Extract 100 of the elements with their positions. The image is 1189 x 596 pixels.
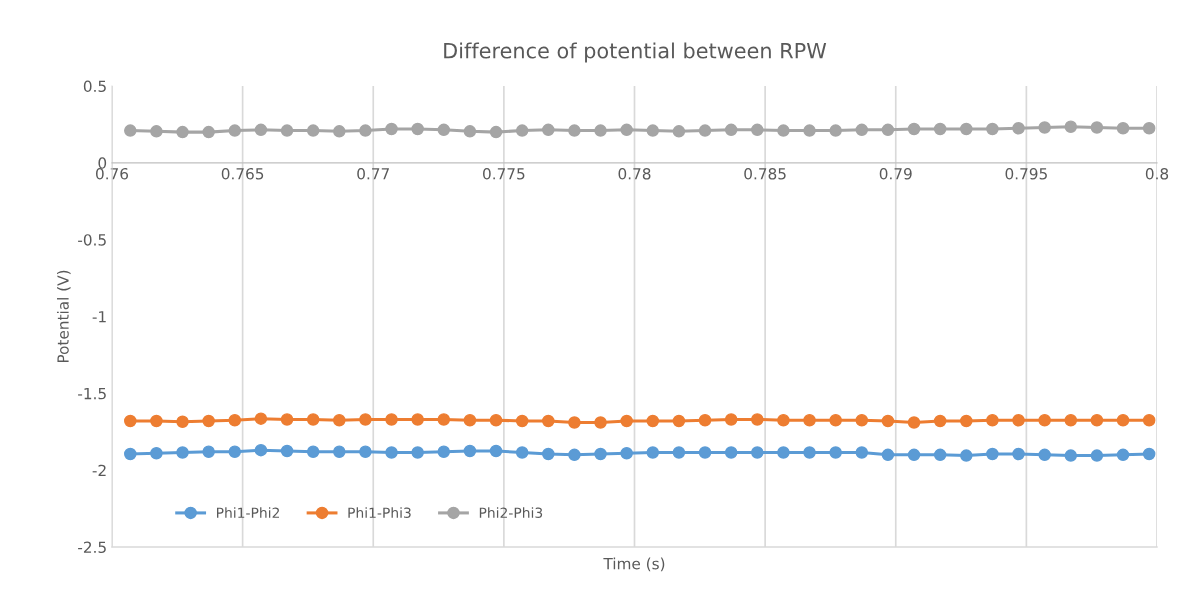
point [515,414,529,428]
point [829,413,842,427]
point [986,447,999,461]
x-tick-label: 0.775 [483,167,525,180]
point [1090,121,1104,134]
point [568,124,581,137]
point [359,445,372,458]
point [124,447,137,461]
point [803,124,816,137]
point [672,414,686,428]
point [280,413,294,426]
point [176,415,189,429]
point [594,447,607,461]
point [1142,447,1156,461]
y-tick-label: 0.5 [83,80,106,93]
point [907,448,921,462]
point [1064,449,1078,462]
point [698,124,712,137]
point [280,444,294,458]
point [724,123,738,137]
point [960,414,973,428]
point [385,413,398,426]
point [306,413,320,426]
point [907,416,921,429]
point [1012,413,1025,427]
point [1064,413,1078,427]
point [907,122,921,136]
point [933,122,947,136]
point [881,414,895,428]
point [855,123,869,137]
point [463,125,477,138]
point [515,124,529,137]
point [1090,449,1104,462]
point [1038,448,1051,462]
point [150,414,163,428]
point [698,446,712,459]
point [1142,122,1156,135]
x-tick-label: 0.8 [1145,167,1169,180]
point [385,122,398,136]
point [672,125,686,138]
point [1012,447,1025,461]
point [1038,121,1051,134]
point [646,414,660,428]
point [881,123,895,137]
point [489,125,503,139]
point [1116,448,1130,462]
point [646,446,660,459]
point [463,444,477,458]
chart-title: Difference of potential between RPW [444,42,827,63]
point [777,124,790,137]
point [437,413,451,426]
point [228,124,242,137]
point [620,123,633,137]
x-tick-label: 0.76 [96,167,129,180]
point [254,443,268,457]
x-axis-title: Time (s) [603,557,665,572]
point [1090,413,1104,427]
point [124,414,137,428]
point [542,447,555,461]
point [176,446,189,459]
point [933,448,947,462]
point [359,124,372,137]
point [1116,122,1130,135]
point [333,445,346,458]
y-tick-label: -2.5 [78,541,106,554]
legend-label: Phi1-Phi2 [217,507,280,518]
point [751,123,764,137]
point [960,449,973,462]
point [411,446,424,459]
point [515,446,529,459]
point [1116,413,1130,427]
point [1038,413,1051,427]
point [724,413,738,426]
point [960,122,973,136]
y-tick-label: -0.5 [78,234,106,246]
point [594,124,607,137]
point [254,412,268,425]
point [724,446,738,459]
y-tick-label: 0 [98,157,107,169]
point [489,444,503,458]
point [829,446,842,459]
y-axis-title: Potential (V) [56,270,71,363]
point [228,445,242,458]
point [333,413,346,427]
point [359,413,372,426]
x-tick-label: 0.765 [221,167,264,180]
point [385,446,398,459]
point [594,416,607,429]
point [855,413,869,427]
point [150,125,163,138]
point [254,123,268,137]
point [542,123,555,137]
y-tick-label: -1 [92,311,106,323]
point [542,414,555,428]
point [698,413,712,427]
point [1142,413,1156,427]
point [306,124,320,137]
point [437,123,451,137]
point [803,413,816,427]
point [176,125,189,139]
